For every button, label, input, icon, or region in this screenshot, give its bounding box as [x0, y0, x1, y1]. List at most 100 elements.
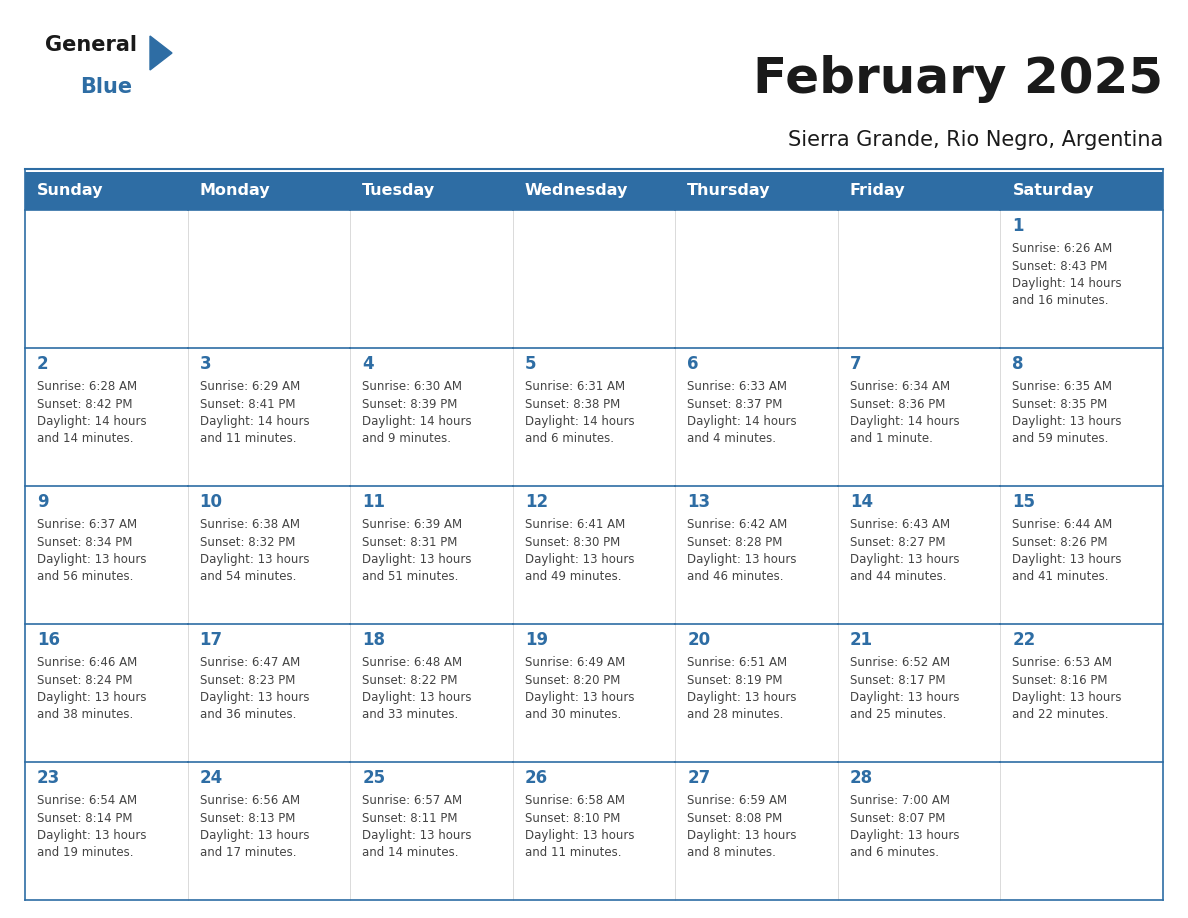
Bar: [1000, 210, 1163, 348]
Text: Sunset: 8:37 PM: Sunset: 8:37 PM: [688, 397, 783, 410]
Bar: [513, 172, 675, 210]
Text: and 54 minutes.: and 54 minutes.: [200, 570, 296, 584]
Text: Monday: Monday: [200, 184, 270, 198]
Text: 22: 22: [1012, 631, 1036, 649]
Text: Sunrise: 6:29 AM: Sunrise: 6:29 AM: [200, 380, 299, 393]
Text: Daylight: 14 hours: Daylight: 14 hours: [1012, 277, 1121, 290]
Text: Sunrise: 6:42 AM: Sunrise: 6:42 AM: [688, 518, 788, 531]
Text: Sunset: 8:14 PM: Sunset: 8:14 PM: [37, 812, 133, 824]
Text: Daylight: 14 hours: Daylight: 14 hours: [200, 415, 309, 428]
Bar: [513, 486, 675, 624]
Bar: [513, 348, 675, 486]
Text: Sunset: 8:43 PM: Sunset: 8:43 PM: [1012, 260, 1107, 273]
Text: Sunrise: 6:35 AM: Sunrise: 6:35 AM: [1012, 380, 1112, 393]
Text: 6: 6: [688, 355, 699, 373]
Text: 8: 8: [1012, 355, 1024, 373]
Bar: [25, 486, 188, 624]
Text: Blue: Blue: [80, 77, 132, 97]
Text: Daylight: 14 hours: Daylight: 14 hours: [525, 415, 634, 428]
Text: 25: 25: [362, 769, 385, 787]
Text: Daylight: 13 hours: Daylight: 13 hours: [200, 691, 309, 704]
Text: and 11 minutes.: and 11 minutes.: [525, 846, 621, 859]
Text: 13: 13: [688, 493, 710, 511]
Text: General: General: [45, 35, 137, 55]
Bar: [25, 172, 188, 210]
Text: Daylight: 13 hours: Daylight: 13 hours: [688, 829, 797, 842]
Bar: [675, 486, 838, 624]
Bar: [838, 172, 1000, 210]
Bar: [838, 624, 1000, 762]
Text: and 16 minutes.: and 16 minutes.: [1012, 295, 1108, 308]
Text: and 38 minutes.: and 38 minutes.: [37, 709, 133, 722]
Bar: [25, 624, 188, 762]
Text: Sunset: 8:20 PM: Sunset: 8:20 PM: [525, 674, 620, 687]
Text: Sunrise: 6:34 AM: Sunrise: 6:34 AM: [849, 380, 950, 393]
Bar: [188, 210, 350, 348]
Text: Sunrise: 6:54 AM: Sunrise: 6:54 AM: [37, 794, 137, 807]
Bar: [1000, 172, 1163, 210]
Text: Sunset: 8:32 PM: Sunset: 8:32 PM: [200, 535, 295, 548]
Bar: [675, 348, 838, 486]
Text: Sunset: 8:23 PM: Sunset: 8:23 PM: [200, 674, 295, 687]
Bar: [838, 486, 1000, 624]
Text: Sunset: 8:13 PM: Sunset: 8:13 PM: [200, 812, 295, 824]
Text: Sunrise: 6:26 AM: Sunrise: 6:26 AM: [1012, 242, 1113, 255]
Text: and 9 minutes.: and 9 minutes.: [362, 432, 451, 445]
Text: Daylight: 13 hours: Daylight: 13 hours: [37, 553, 146, 566]
Text: Daylight: 14 hours: Daylight: 14 hours: [849, 415, 960, 428]
Bar: [350, 210, 513, 348]
Text: 27: 27: [688, 769, 710, 787]
Bar: [513, 762, 675, 900]
Text: Sunset: 8:19 PM: Sunset: 8:19 PM: [688, 674, 783, 687]
Text: and 59 minutes.: and 59 minutes.: [1012, 432, 1108, 445]
Text: Daylight: 13 hours: Daylight: 13 hours: [362, 829, 472, 842]
Text: Sunrise: 6:56 AM: Sunrise: 6:56 AM: [200, 794, 299, 807]
Text: 21: 21: [849, 631, 873, 649]
Text: and 4 minutes.: and 4 minutes.: [688, 432, 776, 445]
Bar: [188, 486, 350, 624]
Text: and 28 minutes.: and 28 minutes.: [688, 709, 784, 722]
Text: Sunset: 8:34 PM: Sunset: 8:34 PM: [37, 535, 132, 548]
Text: Daylight: 13 hours: Daylight: 13 hours: [200, 829, 309, 842]
Text: Tuesday: Tuesday: [362, 184, 435, 198]
Bar: [838, 210, 1000, 348]
Bar: [1000, 486, 1163, 624]
Bar: [675, 624, 838, 762]
Text: Sunrise: 6:46 AM: Sunrise: 6:46 AM: [37, 656, 138, 669]
Text: 5: 5: [525, 355, 536, 373]
Text: Daylight: 13 hours: Daylight: 13 hours: [200, 553, 309, 566]
Bar: [350, 348, 513, 486]
Text: Sunrise: 6:57 AM: Sunrise: 6:57 AM: [362, 794, 462, 807]
Bar: [25, 348, 188, 486]
Text: and 1 minute.: and 1 minute.: [849, 432, 933, 445]
Text: 11: 11: [362, 493, 385, 511]
Text: February 2025: February 2025: [753, 55, 1163, 103]
Text: Sunrise: 6:48 AM: Sunrise: 6:48 AM: [362, 656, 462, 669]
Bar: [1000, 348, 1163, 486]
Text: 28: 28: [849, 769, 873, 787]
Text: Sunset: 8:10 PM: Sunset: 8:10 PM: [525, 812, 620, 824]
Text: Daylight: 13 hours: Daylight: 13 hours: [688, 553, 797, 566]
Bar: [350, 762, 513, 900]
Bar: [675, 172, 838, 210]
Text: and 56 minutes.: and 56 minutes.: [37, 570, 133, 584]
Text: 18: 18: [362, 631, 385, 649]
Bar: [188, 624, 350, 762]
Text: Sunset: 8:36 PM: Sunset: 8:36 PM: [849, 397, 946, 410]
Text: Sunset: 8:41 PM: Sunset: 8:41 PM: [200, 397, 295, 410]
Text: Sunset: 8:24 PM: Sunset: 8:24 PM: [37, 674, 133, 687]
Text: Sunset: 8:26 PM: Sunset: 8:26 PM: [1012, 535, 1108, 548]
Text: Sunset: 8:38 PM: Sunset: 8:38 PM: [525, 397, 620, 410]
Text: and 6 minutes.: and 6 minutes.: [849, 846, 939, 859]
Text: Sunset: 8:31 PM: Sunset: 8:31 PM: [362, 535, 457, 548]
Text: Sunrise: 6:44 AM: Sunrise: 6:44 AM: [1012, 518, 1113, 531]
Text: Daylight: 13 hours: Daylight: 13 hours: [849, 553, 960, 566]
Text: Daylight: 13 hours: Daylight: 13 hours: [1012, 553, 1121, 566]
Text: 24: 24: [200, 769, 223, 787]
Text: Daylight: 13 hours: Daylight: 13 hours: [525, 691, 634, 704]
Bar: [350, 172, 513, 210]
Text: Sunrise: 6:52 AM: Sunrise: 6:52 AM: [849, 656, 950, 669]
Text: 4: 4: [362, 355, 374, 373]
Text: 17: 17: [200, 631, 222, 649]
Polygon shape: [150, 36, 172, 70]
